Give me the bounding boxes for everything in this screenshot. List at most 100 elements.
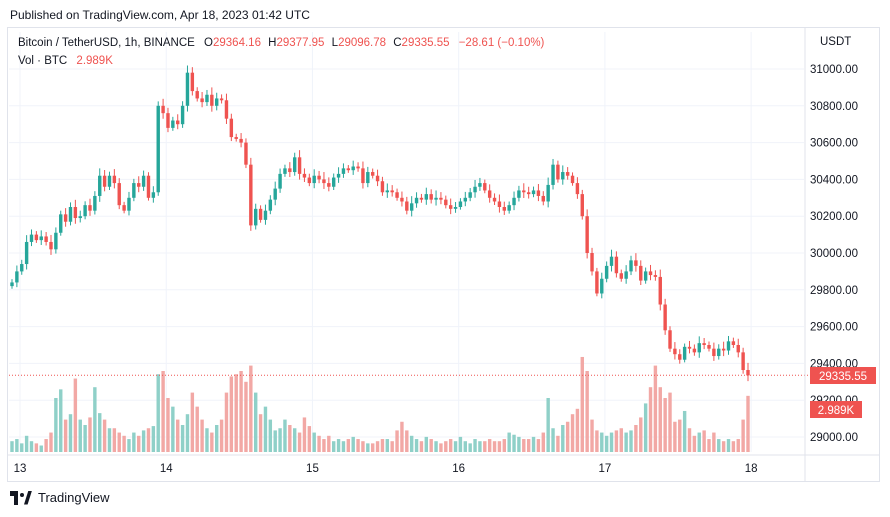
volume-bar: [400, 421, 404, 452]
volume-bar: [356, 439, 360, 452]
volume-bar: [692, 435, 697, 452]
volume-bar: [39, 445, 43, 452]
candle-body: [600, 278, 604, 294]
candle-body: [458, 201, 463, 207]
y-tick-label: 30800.00: [810, 101, 858, 113]
candle-body: [317, 175, 321, 180]
candle-body: [390, 190, 394, 193]
candle-body: [517, 190, 521, 198]
volume-bar: [249, 365, 253, 452]
volume-bar: [83, 425, 87, 452]
candle-body: [112, 175, 117, 184]
candle-body: [692, 348, 697, 353]
candle-body: [590, 253, 594, 272]
price-candles: [10, 65, 750, 382]
candle-body: [629, 260, 633, 272]
volume-bar: [29, 441, 34, 452]
candle-body: [687, 346, 692, 349]
candle-body: [463, 197, 468, 202]
volume-bar: [390, 441, 394, 452]
volume-bar: [473, 439, 477, 452]
volume-bar: [20, 443, 24, 452]
candle-body: [575, 183, 580, 195]
y-tick-label: 29600.00: [810, 322, 858, 334]
change-value: −28.61 (−0.10%): [459, 37, 545, 49]
candle-body: [619, 273, 623, 279]
candle-body: [536, 190, 541, 196]
volume-bar: [600, 432, 604, 452]
candle-body: [487, 190, 492, 198]
candle-body: [546, 184, 550, 202]
candle-body: [219, 98, 224, 101]
volume-bar: [624, 432, 628, 452]
volume-bar: [639, 417, 643, 452]
candle-body: [24, 241, 29, 265]
volume-bar: [78, 419, 82, 452]
y-tick-label: 30600.00: [810, 138, 858, 150]
x-tick-label: 16: [452, 463, 465, 475]
volume-bar: [395, 430, 399, 452]
svg-text:Vol · BTC 2.989K: Vol · BTC 2.989K: [18, 55, 113, 67]
candle-body: [210, 94, 214, 106]
tradingview-logo[interactable]: TradingView: [10, 490, 110, 505]
volume-bar: [726, 439, 731, 452]
volume-bar: [229, 376, 234, 452]
candle-body: [561, 172, 565, 180]
candle-body: [370, 172, 375, 176]
volume-bar: [546, 398, 550, 452]
candle-body: [93, 195, 97, 211]
volume-bar: [219, 419, 224, 452]
volume-bar: [292, 428, 297, 452]
candle-body: [322, 179, 326, 184]
candle-body: [146, 175, 151, 198]
candle-body: [717, 348, 721, 357]
volume-bar: [176, 419, 180, 452]
volume-bar: [15, 439, 19, 452]
currency-label: USDT: [820, 36, 851, 48]
candle-body: [39, 236, 43, 241]
high-value: 29377.95: [276, 37, 324, 49]
volume-bar: [122, 435, 126, 452]
volume-bar: [59, 389, 63, 452]
candle-body: [78, 216, 82, 219]
volume-bar: [497, 441, 502, 452]
volume-bar: [541, 432, 545, 452]
volume-bar: [531, 436, 536, 452]
candle-body: [83, 205, 87, 217]
volume-bar: [526, 439, 531, 452]
open-value: 29364.16: [213, 37, 261, 49]
volume-bar: [49, 432, 53, 452]
volume-bar: [444, 441, 448, 452]
volume-bar: [54, 398, 58, 452]
candle-body: [54, 232, 58, 250]
candle-body: [68, 207, 73, 222]
candle-body: [400, 197, 404, 202]
candle-body: [122, 205, 126, 211]
candle-body: [166, 113, 170, 128]
volume-bar: [351, 436, 355, 452]
candle-body: [351, 166, 355, 171]
candle-body: [721, 348, 726, 351]
volume-bar: [458, 436, 463, 452]
volume-bar: [171, 406, 175, 452]
volume-bar: [448, 439, 453, 452]
svg-text:Bitcoin / TetherUSD, 1h, BINAN: Bitcoin / TetherUSD, 1h, BINANCE O29364.…: [18, 37, 545, 49]
candle-body: [497, 201, 502, 207]
volume-bar: [731, 441, 736, 452]
volume-bar: [409, 435, 414, 452]
volume-bar: [687, 428, 692, 452]
candle-body: [726, 341, 731, 351]
volume-bar: [44, 439, 48, 452]
candle-body: [180, 105, 185, 125]
candle-body: [195, 91, 199, 99]
x-tick-label: 18: [745, 463, 758, 475]
candle-body: [151, 192, 156, 198]
volume-bar: [487, 439, 492, 452]
volume-bar: [522, 439, 526, 452]
x-tick-label: 13: [14, 463, 27, 475]
candle-body: [565, 172, 570, 176]
candle-body: [531, 190, 536, 195]
volume-bar: [278, 428, 282, 452]
volume-bar: [73, 378, 78, 452]
